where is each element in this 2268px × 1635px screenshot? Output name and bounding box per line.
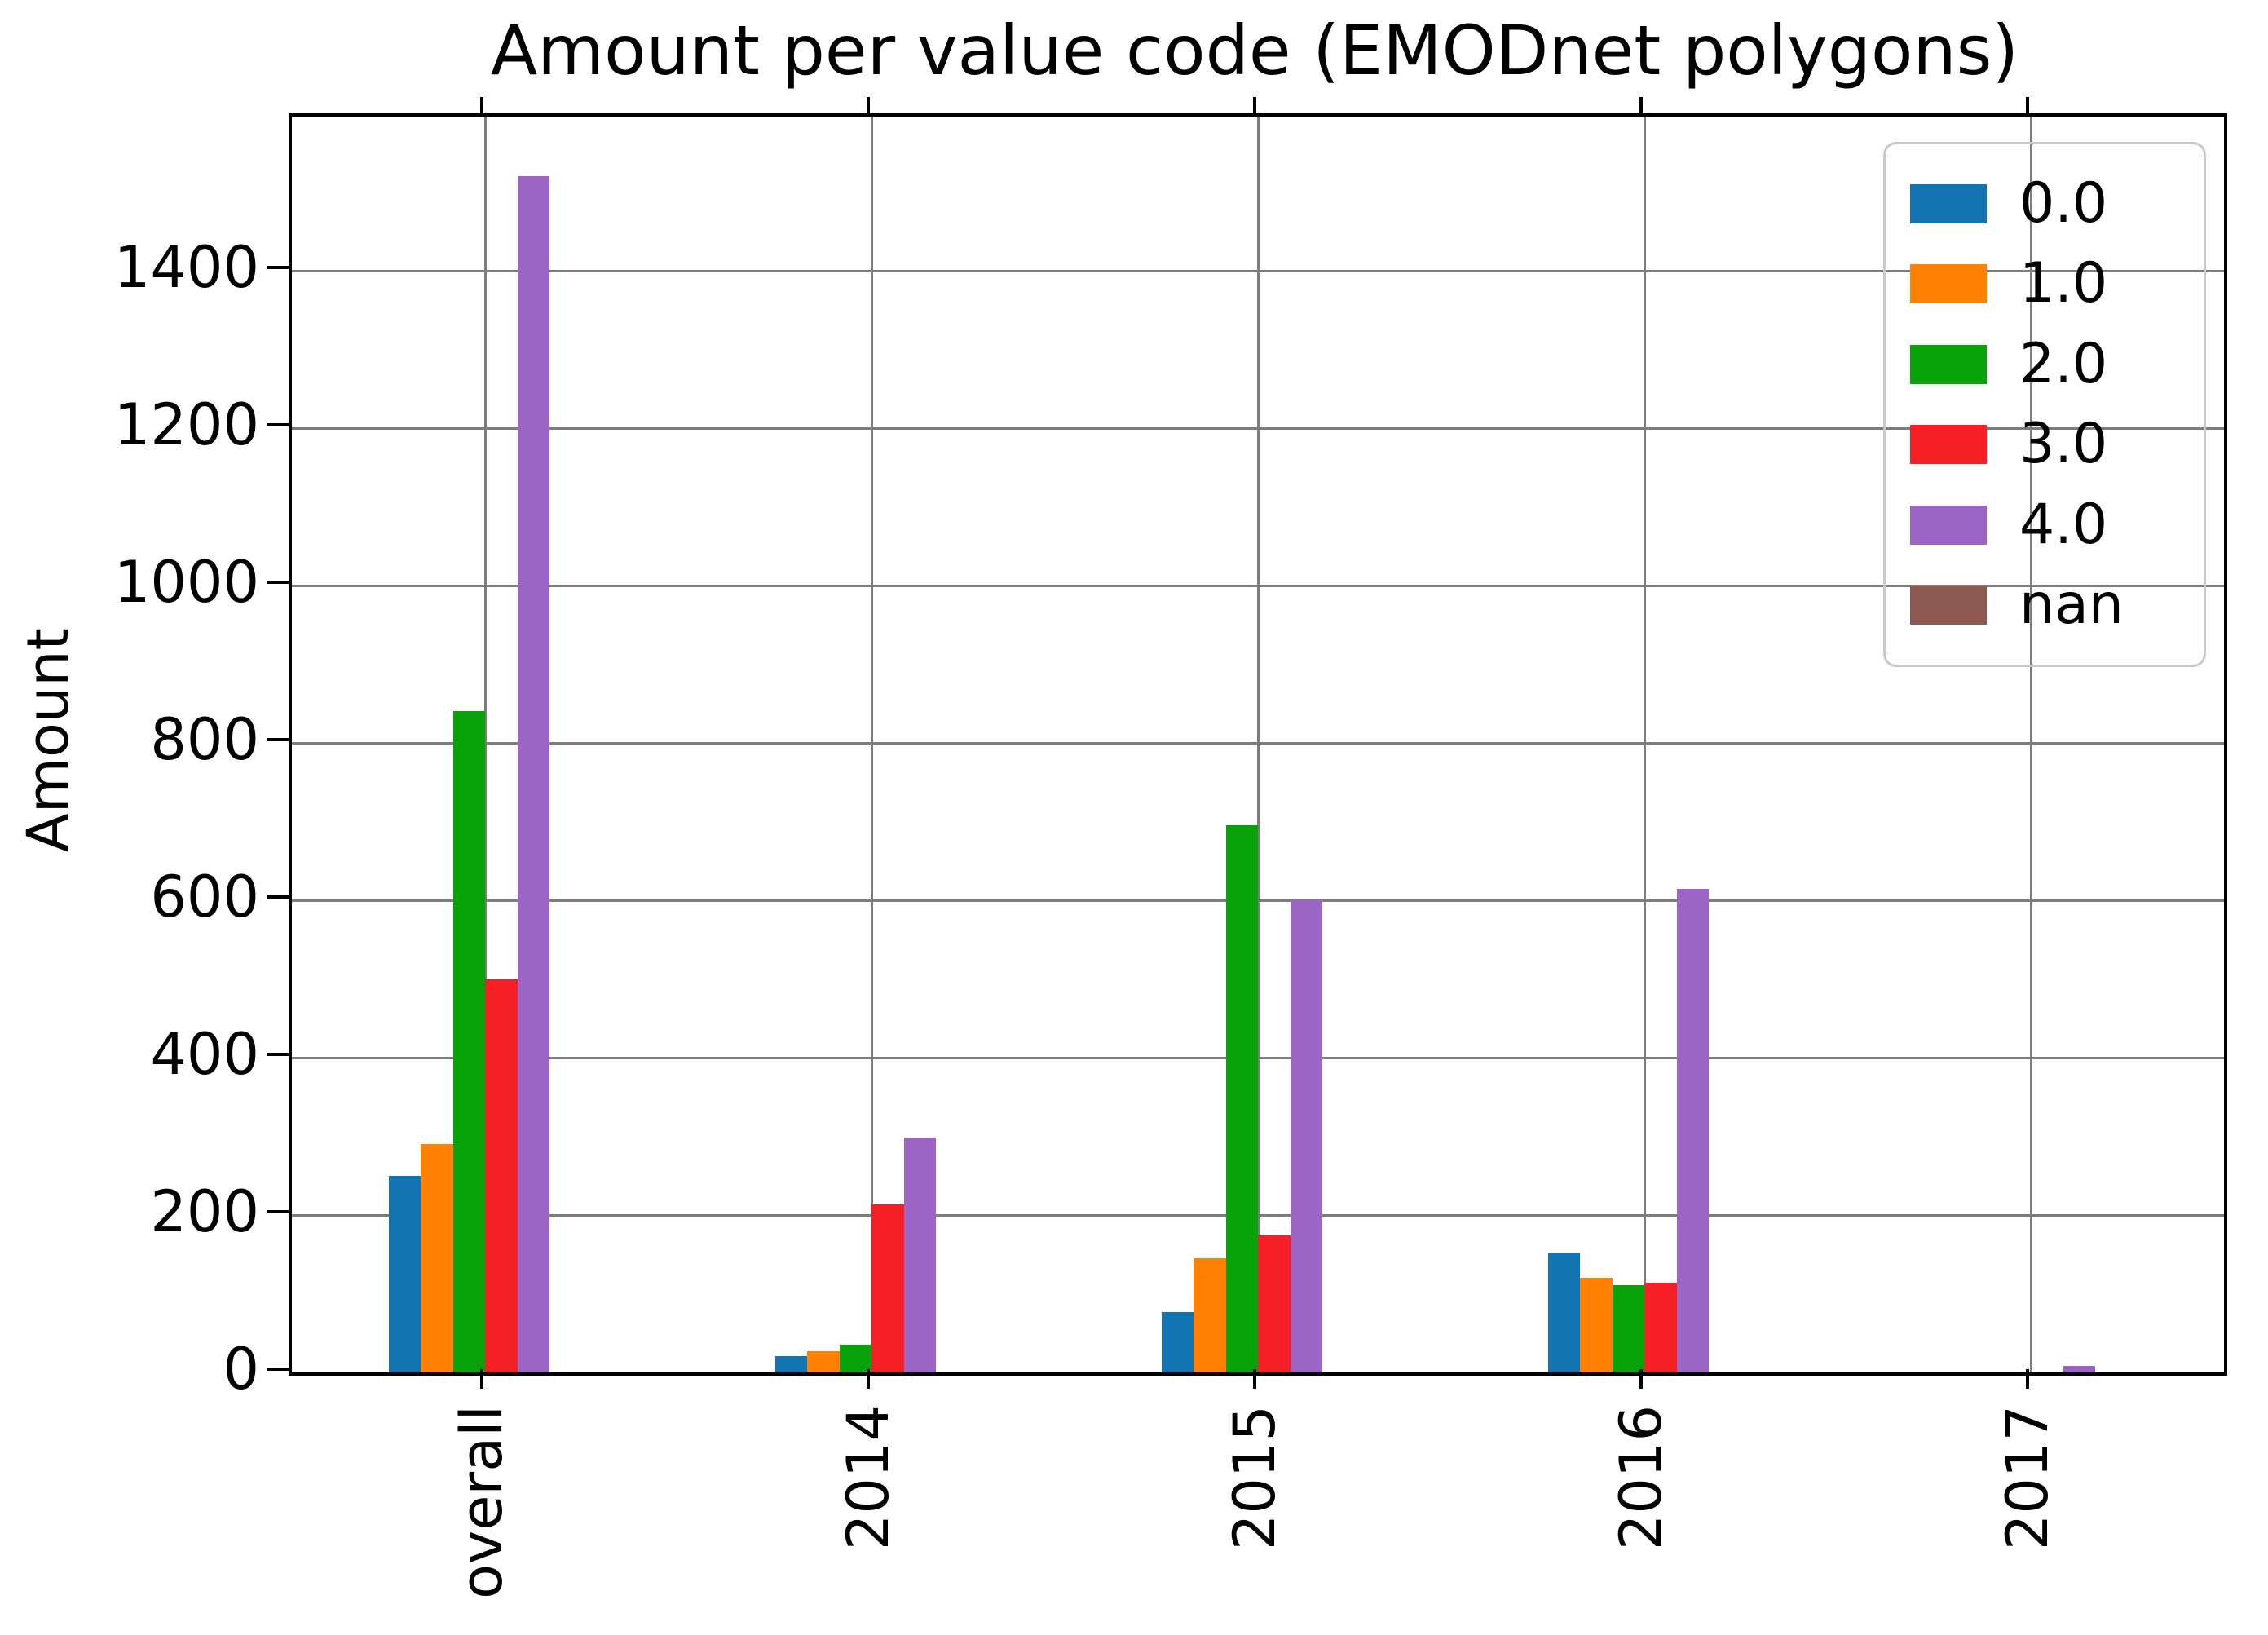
ytick-label: 1400	[113, 234, 259, 302]
bar-2014-0.0	[774, 1355, 807, 1372]
bar-2015-0.0	[1161, 1311, 1194, 1372]
legend-item-nan: nan	[1910, 577, 2179, 633]
xtick-mark	[867, 1369, 870, 1389]
legend-swatch-0.0	[1910, 183, 1987, 223]
xtick-label-text: overall	[448, 1405, 515, 1599]
xtick-label-text: 2015	[1221, 1405, 1288, 1551]
bar-2016-0.0	[1547, 1253, 1580, 1372]
legend-label: 3.0	[2019, 412, 2108, 477]
ytick-mark	[267, 581, 289, 585]
bar-2017-4.0	[2063, 1366, 2095, 1372]
bar-2014-3.0	[871, 1204, 904, 1372]
xtick-label-text: 2017	[1994, 1405, 2061, 1551]
bar-overall-3.0	[485, 979, 518, 1372]
plot-area	[289, 113, 2227, 1376]
ytick-mark	[267, 423, 289, 427]
bar-2016-1.0	[1580, 1278, 1613, 1372]
bar-overall-4.0	[517, 176, 549, 1372]
xtick-mark-top	[480, 97, 483, 113]
bar-overall-0.0	[388, 1175, 421, 1372]
legend-item-2.0: 2.0	[1910, 331, 2179, 396]
legend-item-1.0: 1.0	[1910, 256, 2179, 312]
ytick-label: 600	[150, 864, 259, 931]
legend-label: nan	[2019, 572, 2124, 638]
bar-2016-3.0	[1644, 1283, 1677, 1372]
ytick-mark	[267, 266, 289, 270]
bar-2016-4.0	[1676, 888, 1709, 1372]
xtick-mark	[480, 1369, 483, 1389]
ytick-mark	[267, 1210, 289, 1214]
legend-swatch-2.0	[1910, 344, 1987, 384]
bar-2016-2.0	[1612, 1284, 1644, 1372]
legend-swatch-1.0	[1910, 264, 1987, 304]
xtick-mark	[1639, 1369, 1643, 1389]
v-gridline	[2029, 117, 2032, 1372]
v-gridline	[1643, 117, 1646, 1372]
legend-swatch-nan	[1910, 586, 1987, 625]
bar-2014-4.0	[903, 1138, 936, 1372]
ytick-mark	[267, 738, 289, 742]
xtick-label-2014: 2014	[834, 1405, 902, 1550]
ytick-label: 800	[150, 706, 259, 774]
xtick-label-2015: 2015	[1220, 1405, 1289, 1550]
ytick-mark	[267, 895, 289, 899]
bar-2015-1.0	[1194, 1258, 1226, 1372]
chart-title: Amount per value code (EMODnet polygons)	[490, 11, 2019, 91]
v-gridline	[1256, 117, 1260, 1372]
xtick-label-text: 2016	[1608, 1405, 1675, 1551]
bar-2015-3.0	[1258, 1235, 1291, 1372]
ytick-label: 0	[223, 1336, 259, 1403]
ytick-label: 200	[150, 1178, 259, 1246]
ytick-label: 1000	[113, 549, 259, 616]
legend-item-0.0: 0.0	[1910, 170, 2179, 236]
ytick-label: 1200	[113, 391, 259, 459]
ytick-label: 400	[150, 1021, 259, 1089]
legend-swatch-3.0	[1910, 425, 1987, 465]
legend-swatch-4.0	[1910, 505, 1987, 545]
bar-2014-1.0	[807, 1350, 840, 1372]
legend-item-3.0: 3.0	[1910, 417, 2179, 472]
legend-label: 0.0	[2019, 170, 2108, 236]
xtick-mark-top	[2026, 97, 2029, 113]
bar-2014-2.0	[839, 1345, 871, 1372]
xtick-label-2016: 2016	[1607, 1405, 1675, 1550]
bar-2015-2.0	[1225, 825, 1258, 1372]
bar-overall-1.0	[421, 1144, 453, 1372]
legend-label: 2.0	[2019, 331, 2108, 396]
xtick-mark-top	[1253, 97, 1256, 113]
v-gridline	[483, 117, 487, 1372]
ytick-mark	[267, 1053, 289, 1057]
legend-label: 1.0	[2019, 251, 2108, 316]
xtick-mark	[2026, 1369, 2029, 1389]
xtick-label-overall: overall	[448, 1405, 516, 1599]
xtick-mark	[1253, 1369, 1256, 1389]
xtick-label-2017: 2017	[1993, 1405, 2062, 1550]
bar-2015-4.0	[1290, 900, 1322, 1372]
legend-label: 4.0	[2019, 492, 2108, 557]
xtick-mark-top	[1639, 97, 1643, 113]
legend-item-4.0: 4.0	[1910, 497, 2179, 553]
xtick-label-text: 2014	[835, 1405, 902, 1551]
v-gridline	[870, 117, 873, 1372]
legend: 0.0 1.0 2.0 3.0 4.0 nan	[1883, 142, 2206, 667]
ytick-mark	[267, 1368, 289, 1371]
xtick-mark-top	[867, 97, 870, 113]
bar-overall-2.0	[452, 711, 485, 1372]
